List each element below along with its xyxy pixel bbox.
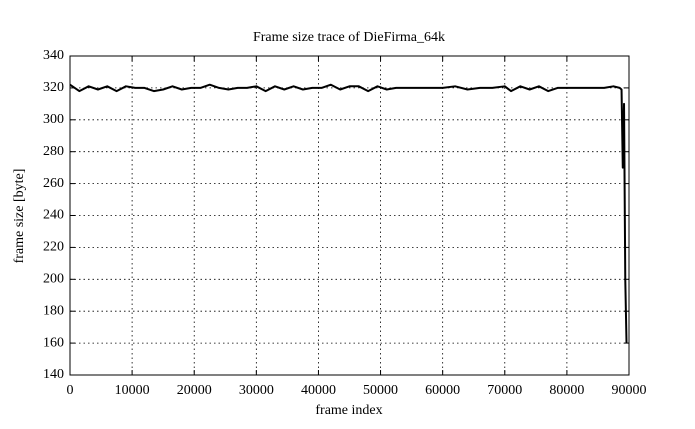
x-axis-label: frame index	[315, 403, 382, 418]
x-tick-label: 70000	[487, 383, 522, 398]
x-tick-label: 90000	[612, 383, 647, 398]
y-tick-label: 280	[43, 144, 64, 159]
data-line	[69, 83, 628, 344]
x-tick-label: 60000	[425, 383, 460, 398]
x-tick-label: 40000	[301, 383, 336, 398]
y-tick-label: 240	[43, 208, 64, 223]
x-tick-label: 30000	[239, 383, 274, 398]
y-tick-label: 180	[43, 303, 64, 318]
y-tick-label: 220	[43, 240, 64, 255]
plot-frame	[69, 55, 630, 376]
y-tick-label: 320	[43, 80, 64, 95]
y-tick-label: 140	[43, 367, 64, 382]
chart-title: Frame size trace of DieFirma_64k	[253, 30, 445, 45]
x-tick-label: 0	[67, 383, 74, 398]
x-tick-label: 50000	[363, 383, 398, 398]
y-tick-label: 200	[43, 272, 64, 287]
y-tick-label: 340	[43, 48, 64, 63]
x-tick-label: 20000	[177, 383, 212, 398]
x-tick-label: 80000	[549, 383, 584, 398]
y-axis-label: frame size [byte]	[12, 169, 27, 264]
y-tick-label: 300	[43, 112, 64, 127]
y-tick-label: 160	[43, 335, 64, 350]
y-tick-label: 260	[43, 176, 64, 191]
x-tick-label: 10000	[115, 383, 150, 398]
